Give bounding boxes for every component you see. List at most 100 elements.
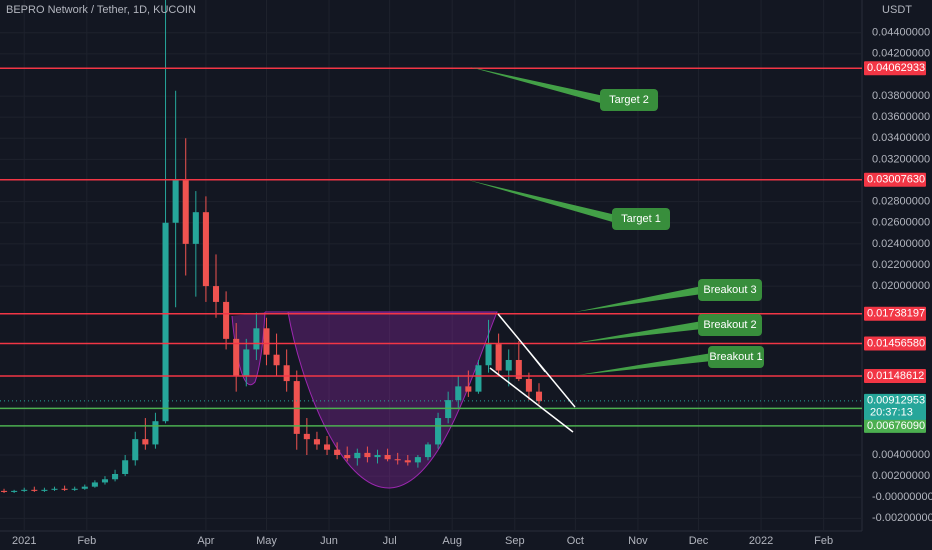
callout-label: Target 1 <box>621 213 661 225</box>
candle-body <box>394 459 401 461</box>
y-tick-label: 0.03600000 <box>872 111 930 123</box>
callout-pointer <box>468 180 616 223</box>
candle-body <box>132 439 139 461</box>
currency-label: USDT <box>882 4 912 16</box>
candle-body <box>293 381 300 434</box>
x-tick-label: 2021 <box>12 535 36 547</box>
price-box <box>864 172 926 187</box>
candle-body <box>81 486 88 489</box>
candle-body <box>374 454 381 458</box>
y-tick-label: 0.02400000 <box>872 238 930 250</box>
wedge-lower-line <box>489 367 574 433</box>
x-tick-label: Dec <box>689 535 709 547</box>
callout-label: Breakout 3 <box>703 284 756 296</box>
overlays: Target 2 Target 1 Breakout 3 Breakout 2 Brea… <box>0 67 862 427</box>
price-box <box>864 336 926 351</box>
callout-box <box>708 346 764 368</box>
y-tick-label: 0.02000000 <box>872 280 930 292</box>
y-tick-label: -0.00200000 <box>872 512 932 524</box>
candle-body <box>384 454 391 460</box>
y-tick-label: 0.03200000 <box>872 153 930 165</box>
candle-body <box>515 359 522 379</box>
callout-box <box>600 89 658 111</box>
callout-label: Target 2 <box>609 94 649 106</box>
countdown-label: 20:37:13 <box>870 407 913 419</box>
price-box-label: 0.00676090 <box>867 420 925 432</box>
candle-body <box>303 433 310 440</box>
callout-pointer <box>575 321 702 343</box>
callout-box <box>698 279 762 301</box>
price-box-label: 0.01148612 <box>867 370 924 382</box>
candle-body <box>354 452 361 459</box>
price-box-label: 0.01738197 <box>867 308 925 320</box>
callout-label: Breakout 1 <box>709 351 762 363</box>
candle-body <box>273 354 280 366</box>
y-tick-label: 0.04400000 <box>872 27 930 39</box>
candle-body <box>112 473 119 480</box>
x-tick-label: Sep <box>505 535 525 547</box>
price-box-label: 0.03007630 <box>867 174 925 186</box>
candle-body <box>475 365 482 392</box>
last-price-box <box>864 393 926 420</box>
candle-body <box>283 365 290 382</box>
candle-body <box>172 180 179 223</box>
candle-body <box>31 489 38 491</box>
candle-body <box>344 454 351 459</box>
x-tick-label: Oct <box>567 535 584 547</box>
candle-body <box>535 391 543 402</box>
x-tick-label: 2022 <box>749 535 773 547</box>
x-tick-label: Jun <box>320 535 338 547</box>
y-tick-label: 0.02600000 <box>872 217 930 229</box>
candle-body <box>21 489 28 491</box>
candle-body <box>192 212 199 244</box>
x-tick-label: Nov <box>628 535 648 547</box>
candle-body <box>41 489 48 491</box>
callout-pointer <box>575 286 702 312</box>
candle-body <box>253 328 260 350</box>
candle-body <box>91 482 98 487</box>
price-box <box>864 61 926 76</box>
y-tick-label: 0.04200000 <box>872 48 930 60</box>
candle-body <box>71 488 78 490</box>
candle-body <box>61 488 68 490</box>
candle-body <box>455 386 462 401</box>
candle-body <box>334 449 341 455</box>
price-box <box>864 368 926 383</box>
candle-body <box>101 479 109 483</box>
last-price-label: 0.00912953 <box>867 395 925 407</box>
candle-body <box>162 222 169 422</box>
wedge-inner-line <box>521 342 546 373</box>
candle-body <box>263 328 270 355</box>
candle-body <box>313 439 320 445</box>
candle-body <box>122 460 129 474</box>
candle-body <box>51 488 58 490</box>
candle-body <box>424 444 431 458</box>
candle-body <box>525 378 532 392</box>
x-tick-label: Jul <box>383 535 397 547</box>
x-tick-label: May <box>256 535 277 547</box>
callout-box <box>612 208 670 230</box>
candle-body <box>243 349 250 376</box>
y-tick-label: 0.03800000 <box>872 90 930 102</box>
candle-body <box>223 301 230 339</box>
candle-body <box>142 439 149 445</box>
candle-body <box>11 490 18 492</box>
candle-body <box>364 452 371 458</box>
candle-body <box>1 490 8 492</box>
candle-body <box>495 344 502 371</box>
callout-pointer <box>470 67 604 104</box>
price-box <box>864 418 926 433</box>
y-tick-label: 0.00200000 <box>872 470 930 482</box>
x-tick-label: Aug <box>442 535 462 547</box>
price-box-label: 0.04062933 <box>867 62 925 74</box>
candle-body <box>233 338 240 376</box>
candle-body <box>414 457 421 463</box>
candle-body <box>404 460 411 463</box>
callout-label: Breakout 2 <box>703 319 756 331</box>
price-box <box>864 306 926 321</box>
callout-pointer <box>578 353 712 375</box>
y-tick-label: 0.02800000 <box>872 196 930 208</box>
candle-body <box>435 418 442 445</box>
candle-body <box>182 180 189 244</box>
